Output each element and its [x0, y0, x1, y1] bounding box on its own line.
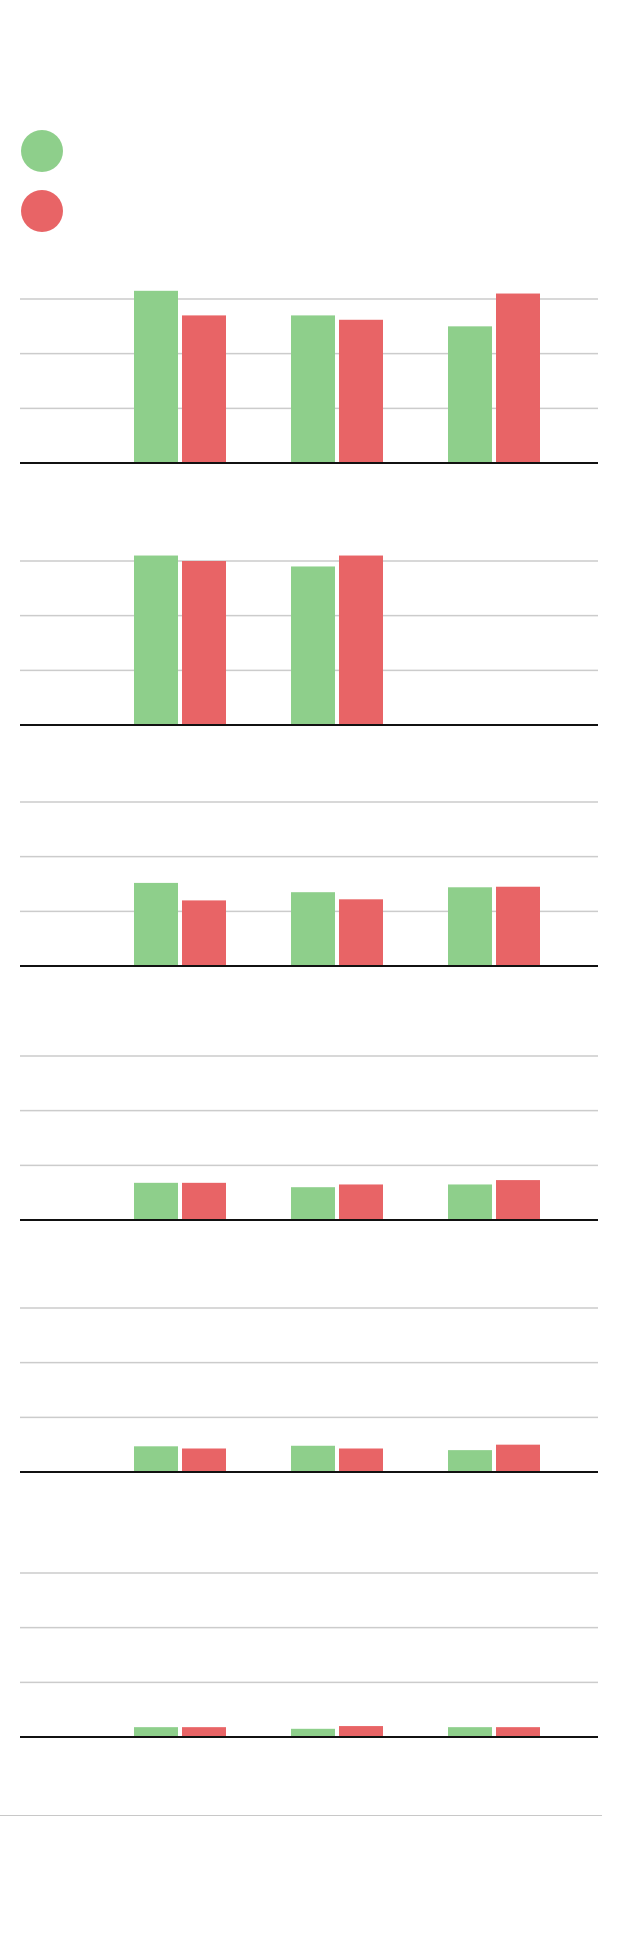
- chart-3-bar-s2-g1: [182, 900, 226, 966]
- chart-4-bar-s1-g1: [134, 1182, 178, 1220]
- chart-5-bar-s1-g3: [448, 1450, 492, 1472]
- chart-1-bar-s2-g2: [339, 319, 383, 463]
- chart-2-bar-s1-g1: [134, 555, 178, 725]
- chart-3-bar-s1-g3: [448, 887, 492, 966]
- chart-3-bar-s1-g2: [291, 892, 335, 966]
- chart-4-bar-s2-g2: [339, 1184, 383, 1220]
- chart-2-bar-s2-g1: [182, 561, 226, 725]
- chart-1-bar-s1-g3: [448, 326, 492, 463]
- chart-6-bar-s2-g2: [339, 1726, 383, 1737]
- chart-2-bar-s2-g2: [339, 555, 383, 725]
- chart-6-bar-s2-g3: [496, 1727, 540, 1737]
- chart-4-bar-s1-g3: [448, 1184, 492, 1220]
- chart-5-bar-s2-g3: [496, 1444, 540, 1472]
- chart-3-bar-s2-g3: [496, 886, 540, 966]
- chart-3-bar-s1-g1: [134, 882, 178, 966]
- chart-1-bar-s1-g2: [291, 315, 335, 463]
- chart-5-bar-s2-g1: [182, 1448, 226, 1472]
- chart-3-bar-s2-g2: [339, 899, 383, 966]
- chart-6-bar-s1-g2: [291, 1728, 335, 1737]
- footer-divider: [0, 1815, 602, 1816]
- legend-swatch-series-b: [21, 190, 63, 232]
- legend-swatch-series-a: [21, 130, 63, 172]
- chart-6-bar-s1-g1: [134, 1727, 178, 1737]
- chart-1-bar-s1-g1: [134, 290, 178, 463]
- chart-2-bar-s1-g2: [291, 566, 335, 725]
- chart-5-bar-s1-g2: [291, 1445, 335, 1472]
- chart-6-bar-s2-g1: [182, 1727, 226, 1737]
- chart-4-bar-s1-g2: [291, 1187, 335, 1220]
- chart-1-bar-s2-g1: [182, 315, 226, 463]
- chart-5-bar-s1-g1: [134, 1446, 178, 1472]
- chart-4-bar-s2-g3: [496, 1180, 540, 1220]
- chart-1-bar-s2-g3: [496, 293, 540, 463]
- chart-6-bar-s1-g3: [448, 1727, 492, 1737]
- chart-5-bar-s2-g2: [339, 1448, 383, 1472]
- chart-4-bar-s2-g1: [182, 1182, 226, 1220]
